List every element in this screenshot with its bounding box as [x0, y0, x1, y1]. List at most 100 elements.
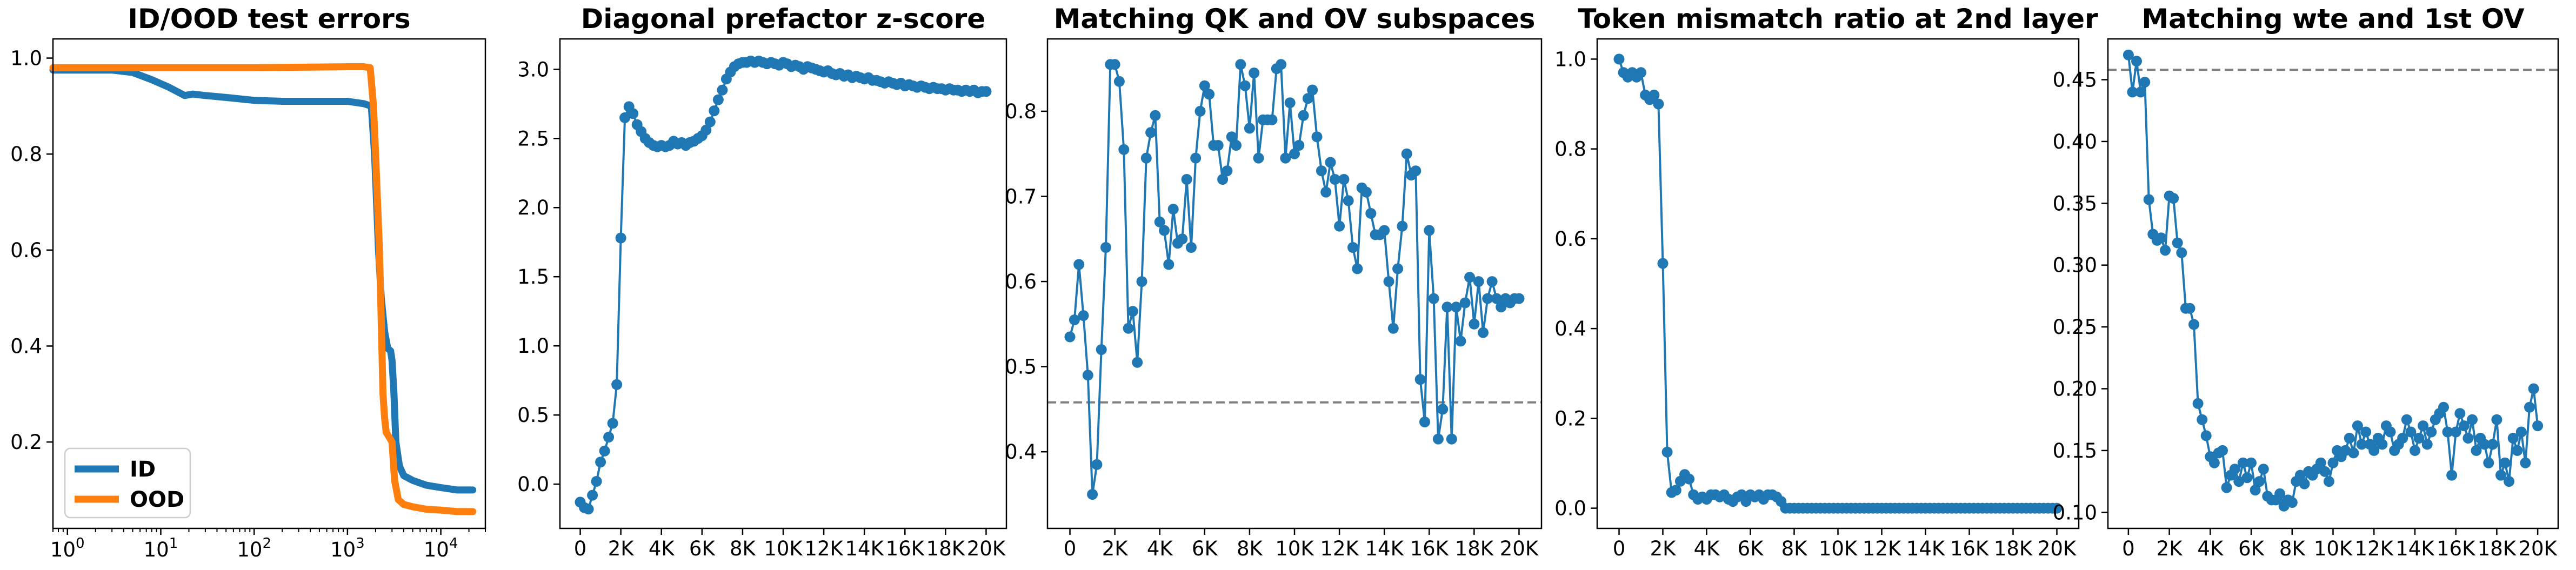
- y-tick-label: 0.40: [2053, 130, 2097, 153]
- data-point: [1478, 327, 1489, 338]
- data-point: [1482, 293, 1493, 304]
- data-point: [2160, 245, 2171, 256]
- data-point: [2348, 447, 2359, 459]
- series-line: [49, 63, 477, 515]
- data-point: [2520, 457, 2531, 468]
- data-point: [980, 86, 992, 97]
- x-tick-label: 0: [574, 537, 587, 560]
- x-tick-label: 10K: [764, 537, 803, 560]
- data-point: [1127, 306, 1138, 317]
- data-point: [1298, 110, 1309, 121]
- data-point: [591, 476, 602, 487]
- data-point: [1338, 174, 1350, 185]
- x-tick-label: 101: [144, 535, 178, 561]
- data-point: [2344, 433, 2355, 444]
- data-point: [2241, 472, 2253, 484]
- data-point: [611, 379, 623, 390]
- data-point: [2327, 457, 2339, 468]
- data-point: [1087, 489, 1098, 500]
- data-point: [2454, 408, 2466, 419]
- y-tick-label: 0.5: [1005, 356, 1037, 379]
- x-tick-label: 103: [330, 535, 365, 561]
- chart-title: Matching wte and 1st OV: [2141, 3, 2525, 35]
- data-point: [2458, 420, 2470, 432]
- data-point: [1307, 84, 1318, 96]
- x-tick-label: 8K: [2279, 537, 2306, 560]
- data-point: [704, 116, 716, 128]
- y-tick-label: 0.7: [1005, 185, 1037, 208]
- x-tick-label: 4K: [1694, 537, 1721, 560]
- data-point: [709, 105, 720, 117]
- y-tick-label: 1.5: [517, 265, 549, 289]
- data-point: [1397, 220, 1408, 232]
- data-point: [2172, 237, 2183, 249]
- data-point: [1069, 314, 1080, 325]
- x-tick-label: 20K: [967, 537, 1006, 560]
- data-point: [1496, 301, 1507, 313]
- y-tick-label: 3.0: [517, 58, 549, 81]
- data-point: [1401, 148, 1412, 159]
- y-tick-label: 0.0: [517, 473, 549, 496]
- data-point: [1185, 242, 1197, 253]
- x-tick-label: 104: [424, 535, 458, 561]
- x-tick-label: 18K: [1455, 537, 1494, 560]
- data-point: [2528, 383, 2539, 394]
- legend-label-ood: OOD: [130, 487, 184, 512]
- y-tick-label: 0.10: [2053, 501, 2097, 524]
- x-tick-label: 6K: [1738, 537, 1765, 560]
- data-point: [2499, 457, 2511, 468]
- data-point: [1437, 404, 1449, 415]
- data-point: [595, 457, 606, 468]
- y-tick-label: 0.25: [2053, 316, 2097, 339]
- data-point: [1231, 140, 1242, 151]
- data-point: [717, 84, 728, 96]
- data-point: [1217, 174, 1229, 185]
- data-point: [2200, 430, 2212, 441]
- data-point: [1284, 97, 1296, 109]
- data-point: [619, 112, 631, 123]
- data-point: [2258, 464, 2269, 475]
- data-point: [1154, 216, 1165, 227]
- data-point: [1222, 165, 1233, 177]
- data-point: [2368, 445, 2380, 456]
- data-point: [2319, 466, 2331, 477]
- data-point: [1194, 105, 1206, 117]
- y-tick-label: 2.5: [517, 127, 549, 150]
- series-line: [49, 66, 477, 494]
- data-point: [2340, 445, 2351, 456]
- y-tick-label: 0.8: [1005, 100, 1037, 123]
- data-point: [2471, 445, 2482, 456]
- data-point: [2442, 426, 2453, 438]
- y-tick-label: 1.0: [10, 47, 42, 70]
- legend: ID OOD: [64, 447, 191, 519]
- data-point: [1657, 258, 1669, 269]
- x-tick-label: 4K: [2197, 537, 2224, 560]
- data-point: [1334, 220, 1345, 232]
- y-tick-label: 0.20: [2053, 377, 2097, 400]
- y-tick-label: 0.0: [1554, 497, 1586, 520]
- data-point: [1387, 323, 1399, 334]
- y-tick-label: 0.30: [2053, 254, 2097, 277]
- x-tick-label: 16K: [2437, 537, 2476, 560]
- data-point: [2385, 426, 2396, 438]
- data-point: [2377, 439, 2388, 450]
- data-point: [2286, 497, 2298, 508]
- data-point: [1428, 293, 1439, 304]
- x-tick-label: 0: [1613, 537, 1626, 560]
- data-point: [2188, 319, 2199, 330]
- data-point: [2168, 193, 2179, 204]
- y-tick-label: 0.8: [1554, 138, 1586, 161]
- y-tick-label: 0.4: [10, 334, 42, 358]
- data-point: [2504, 476, 2515, 487]
- data-point: [2184, 303, 2195, 314]
- x-tick-label: 10K: [1819, 537, 1858, 560]
- data-point: [1145, 127, 1157, 138]
- chart-title: Token mismatch ratio at 2nd layer: [1578, 3, 2098, 35]
- data-point: [1199, 80, 1210, 91]
- x-tick-label: 2K: [1102, 537, 1129, 560]
- x-tick-label: 12K: [1320, 537, 1359, 560]
- data-point: [2051, 502, 2063, 514]
- series-line: [1618, 58, 2058, 509]
- data-point: [1684, 473, 1695, 485]
